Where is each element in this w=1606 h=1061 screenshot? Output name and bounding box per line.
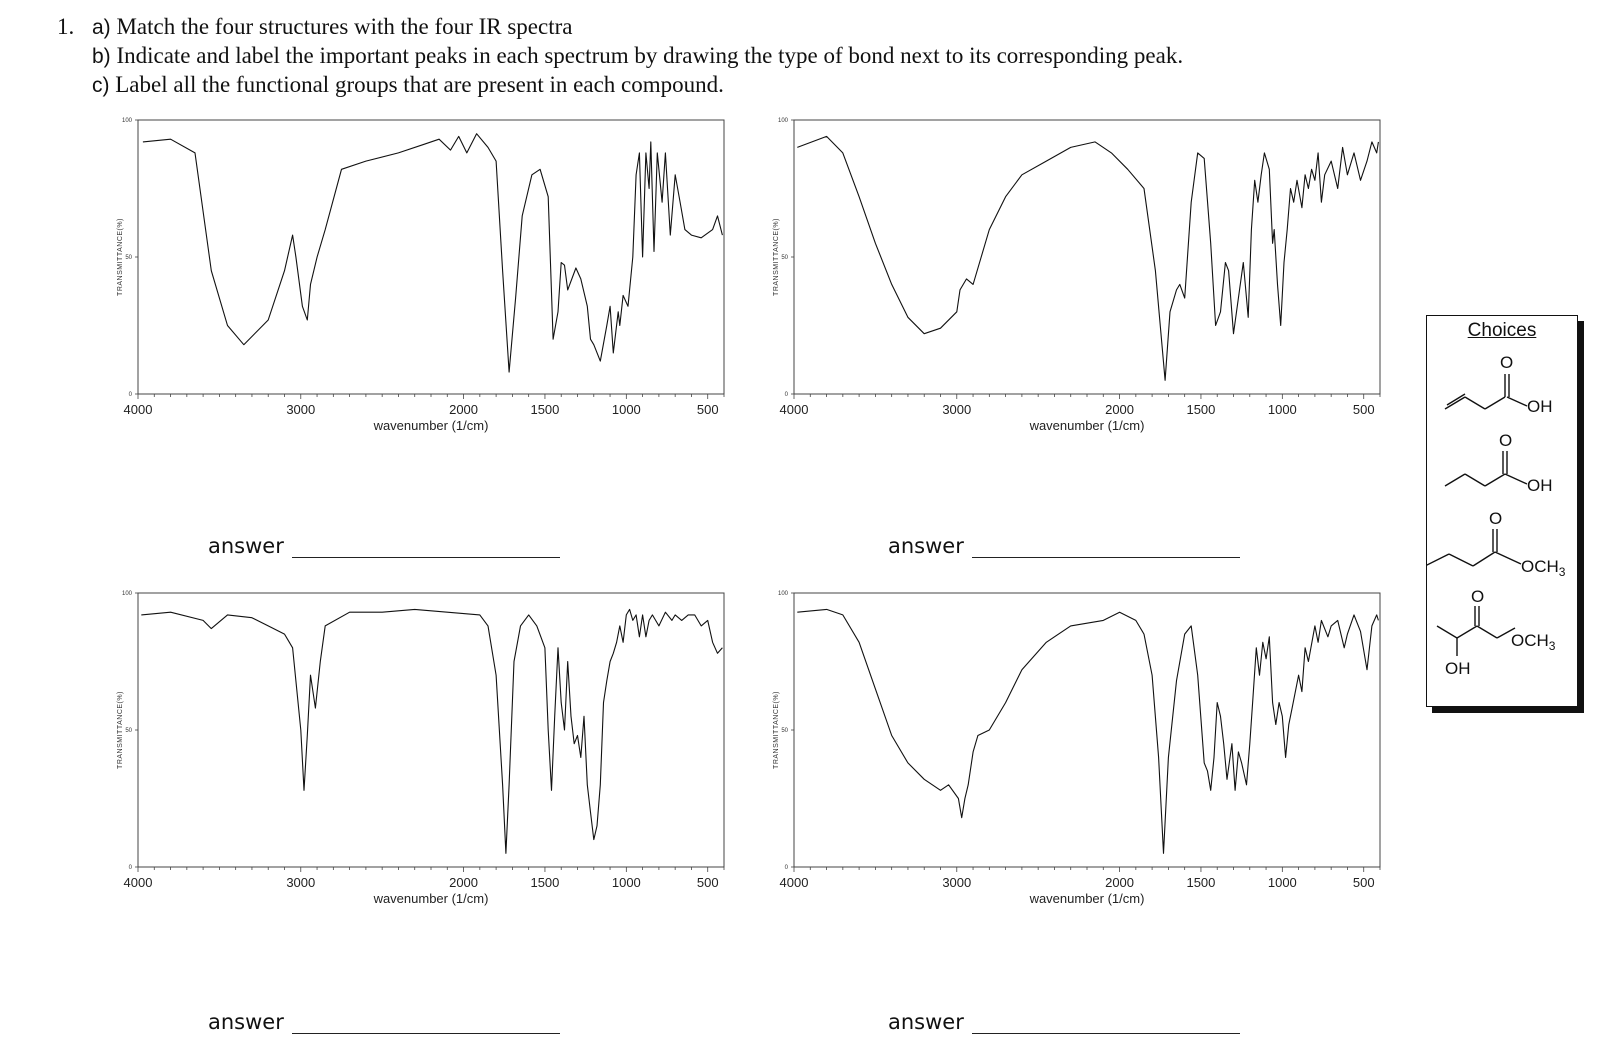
choices-box: Choices O OH O OH xyxy=(1426,315,1578,707)
ir-spectrum-4: 4000 3000 2000 1500 1000 500 0 50 100 wavenumber … xyxy=(740,585,1410,915)
spectrum-line xyxy=(142,133,723,373)
y-tick-label: 0 xyxy=(785,865,789,871)
spectrum-line xyxy=(797,608,1379,854)
structure-4-och3-label: OCH3 xyxy=(1511,631,1556,653)
answer-line[interactable] xyxy=(291,539,560,558)
ir-spectrum-3: 4000 3000 2000 1500 1000 500 0 50 100 wavenumber … xyxy=(84,585,754,915)
x-axis-title: wavenumber (1/cm) xyxy=(1029,891,1145,906)
structure-4-o-label: O xyxy=(1471,587,1484,606)
structure-choice-1[interactable] xyxy=(1444,374,1528,410)
y-tick-label: 50 xyxy=(125,255,132,261)
x-tick-label: 500 xyxy=(697,402,719,417)
structure-3-och3-label: OCH3 xyxy=(1521,557,1566,579)
part-a-label: a) xyxy=(92,16,111,39)
x-tick-label: 1000 xyxy=(612,402,641,417)
x-tick-label: 2000 xyxy=(449,402,478,417)
question-part-a: a) Match the four structures with the fo… xyxy=(92,13,572,42)
spectrum-line xyxy=(797,135,1379,381)
y-tick-label: 0 xyxy=(129,392,133,398)
choices-title: Choices xyxy=(1467,320,1537,341)
structure-2-o-label: O xyxy=(1499,431,1512,450)
x-tick-label: 4000 xyxy=(780,875,809,890)
structure-1-oh-label: OH xyxy=(1527,397,1553,416)
x-tick-label: 4000 xyxy=(124,402,153,417)
answer-line[interactable] xyxy=(971,539,1240,558)
y-axis-title: TRANSMITTANCE(%) xyxy=(117,218,124,296)
answer-blank-1[interactable]: answer xyxy=(208,534,560,558)
plot-frame xyxy=(137,592,725,868)
part-b-text: Indicate and label the important peaks i… xyxy=(116,43,1184,68)
part-b-label: b) xyxy=(92,45,111,68)
x-tick-label: 3000 xyxy=(286,402,315,417)
x-axis-title: wavenumber (1/cm) xyxy=(373,891,489,906)
x-tick-label: 3000 xyxy=(942,402,971,417)
x-tick-label: 1500 xyxy=(1186,402,1215,417)
x-axis-title: wavenumber (1/cm) xyxy=(373,418,489,433)
y-tick-label: 100 xyxy=(778,591,789,597)
x-tick-label: 4000 xyxy=(780,402,809,417)
x-tick-label: 4000 xyxy=(124,875,153,890)
x-axis-title: wavenumber (1/cm) xyxy=(1029,418,1145,433)
part-c-text: Label all the functional groups that are… xyxy=(115,72,724,97)
x-tick-label: 1000 xyxy=(612,875,641,890)
structure-choice-3[interactable] xyxy=(1427,529,1522,567)
spectrum-svg: 4000 3000 2000 1500 1000 500 0 50 100 wavenumber … xyxy=(773,118,1381,433)
structure-1-o-label: O xyxy=(1500,353,1513,372)
spectrum-svg: 4000 3000 2000 1500 1000 500 0 50 100 wavenumber … xyxy=(117,591,725,906)
y-tick-label: 100 xyxy=(778,118,789,124)
y-axis-title: TRANSMITTANCE(%) xyxy=(773,691,780,769)
structure-choice-4[interactable] xyxy=(1436,606,1516,656)
x-tick-label: 1500 xyxy=(1186,875,1215,890)
y-tick-label: 0 xyxy=(785,392,789,398)
x-tick-label: 2000 xyxy=(1105,402,1134,417)
y-tick-label: 0 xyxy=(129,865,133,871)
x-tick-label: 1000 xyxy=(1268,402,1297,417)
x-tick-label: 1500 xyxy=(530,402,559,417)
y-tick-label: 50 xyxy=(125,728,132,734)
answer-label: answer xyxy=(888,534,964,558)
x-tick-label: 2000 xyxy=(449,875,478,890)
ir-spectrum-2: 4000 3000 2000 1500 1000 500 0 50 100 wavenumber … xyxy=(740,112,1410,442)
y-axis-title: TRANSMITTANCE(%) xyxy=(773,218,780,296)
x-tick-label: 3000 xyxy=(942,875,971,890)
y-tick-label: 100 xyxy=(122,591,133,597)
part-c-label: c) xyxy=(92,74,110,97)
x-tick-label: 500 xyxy=(1353,402,1375,417)
answer-line[interactable] xyxy=(291,1015,560,1034)
answer-blank-4[interactable]: answer xyxy=(888,1010,1240,1034)
x-tick-label: 3000 xyxy=(286,875,315,890)
answer-blank-3[interactable]: answer xyxy=(208,1010,560,1034)
plot-frame xyxy=(137,119,725,395)
answer-label: answer xyxy=(208,534,284,558)
structure-4-oh-label: OH xyxy=(1445,659,1471,678)
y-axis-title: TRANSMITTANCE(%) xyxy=(117,691,124,769)
answer-label: answer xyxy=(888,1010,964,1034)
x-tick-label: 1500 xyxy=(530,875,559,890)
ir-spectrum-1: 4000 3000 2000 1500 1000 500 0 50 100 wavenumber … xyxy=(84,112,754,442)
y-tick-label: 50 xyxy=(781,255,788,261)
structure-choice-2[interactable] xyxy=(1444,451,1528,487)
x-tick-label: 1000 xyxy=(1268,875,1297,890)
spectrum-svg: 4000 3000 2000 1500 1000 500 0 50 100 wavenumber … xyxy=(117,118,725,433)
y-tick-label: 100 xyxy=(122,118,133,124)
choices-structures: O OH O OH O OCH3 xyxy=(1427,353,1566,678)
answer-label: answer xyxy=(208,1010,284,1034)
plot-frame xyxy=(793,119,1381,395)
part-a-text: Match the four structures with the four … xyxy=(116,14,573,39)
spectrum-svg: 4000 3000 2000 1500 1000 500 0 50 100 wavenumber … xyxy=(773,591,1381,906)
structure-2-oh-label: OH xyxy=(1527,476,1553,495)
answer-line[interactable] xyxy=(971,1015,1240,1034)
answer-blank-2[interactable]: answer xyxy=(888,534,1240,558)
spectrum-line xyxy=(141,608,723,854)
x-tick-label: 500 xyxy=(697,875,719,890)
structure-3-o-label: O xyxy=(1489,509,1502,528)
plot-frame xyxy=(793,592,1381,868)
question-part-c: c) Label all the functional groups that … xyxy=(92,71,724,100)
y-tick-label: 50 xyxy=(781,728,788,734)
question-part-b: b) Indicate and label the important peak… xyxy=(92,42,1183,71)
x-tick-label: 500 xyxy=(1353,875,1375,890)
x-tick-label: 2000 xyxy=(1105,875,1134,890)
question-number: 1. xyxy=(57,14,75,39)
